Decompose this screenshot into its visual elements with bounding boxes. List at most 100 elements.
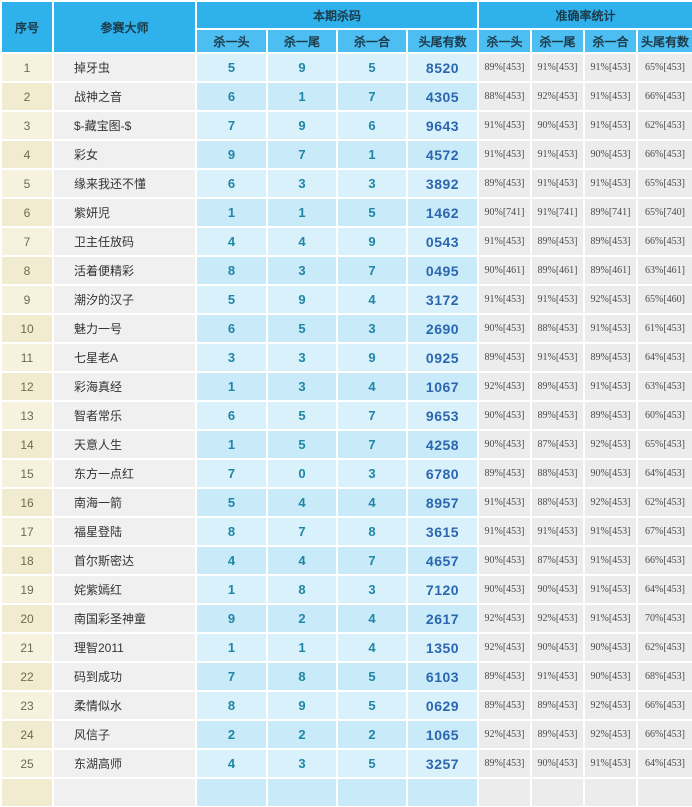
col-header-index: 序号: [2, 2, 52, 52]
kill-digit: 4: [197, 547, 266, 574]
kill-digit: 5: [338, 663, 406, 690]
kill-digit: 9: [338, 344, 406, 371]
accuracy-stat: 91%[741]: [532, 199, 583, 226]
accuracy-stat-partial: [585, 779, 636, 806]
kill-digit: 4: [338, 286, 406, 313]
col-subheader-kill-sum: 杀一合: [338, 30, 406, 52]
master-name: 活着便精彩: [54, 257, 195, 284]
row-index-partial: [2, 779, 52, 806]
accuracy-stat: 89%[453]: [585, 344, 636, 371]
accuracy-stat: 91%[453]: [532, 518, 583, 545]
row-index: 12: [2, 373, 52, 400]
master-name: 紫妍児: [54, 199, 195, 226]
master-name: 姹紫嫣红: [54, 576, 195, 603]
accuracy-stat: 89%[453]: [479, 692, 530, 719]
accuracy-stat: 89%[453]: [532, 228, 583, 255]
row-index: 10: [2, 315, 52, 342]
kill-digit: 1: [197, 431, 266, 458]
accuracy-stat: 90%[453]: [479, 402, 530, 429]
kill-digit: 7: [338, 431, 406, 458]
accuracy-stat: 89%[453]: [479, 460, 530, 487]
master-name: 彩海真经: [54, 373, 195, 400]
kill-digit: 2: [268, 721, 336, 748]
master-name: 缘来我还不懂: [54, 170, 195, 197]
accuracy-stat: 70%[453]: [638, 605, 692, 632]
accuracy-stat: 91%[453]: [479, 112, 530, 139]
kill-digit: 5: [338, 692, 406, 719]
headtail-number: 0629: [408, 692, 477, 719]
kill-digit: 6: [338, 112, 406, 139]
accuracy-stat: 89%[453]: [585, 228, 636, 255]
accuracy-stat: 62%[453]: [638, 112, 692, 139]
accuracy-stat: 90%[453]: [585, 141, 636, 168]
accuracy-stat: 64%[453]: [638, 344, 692, 371]
accuracy-stat: 64%[453]: [638, 460, 692, 487]
accuracy-stat: 92%[453]: [532, 83, 583, 110]
accuracy-stat: 91%[453]: [585, 373, 636, 400]
kill-digit: 9: [197, 605, 266, 632]
master-name: 七星老A: [54, 344, 195, 371]
kill-digit: 4: [197, 228, 266, 255]
accuracy-stat: 89%[453]: [479, 663, 530, 690]
col-header-master: 参赛大师: [54, 2, 195, 52]
accuracy-stat: 65%[460]: [638, 286, 692, 313]
accuracy-stat: 92%[453]: [479, 373, 530, 400]
accuracy-stat: 90%[453]: [585, 460, 636, 487]
master-name: 潮汐的汉子: [54, 286, 195, 313]
accuracy-stat: 90%[741]: [479, 199, 530, 226]
headtail-number: 1067: [408, 373, 477, 400]
headtail-number-partial: [408, 779, 477, 806]
col-subheader-kill-tail: 杀一尾: [268, 30, 336, 52]
row-index: 13: [2, 402, 52, 429]
accuracy-stat: 90%[453]: [532, 634, 583, 661]
accuracy-stat: 88%[453]: [479, 83, 530, 110]
accuracy-stat: 64%[453]: [638, 750, 692, 777]
kill-digit: 3: [268, 750, 336, 777]
accuracy-stat: 88%[453]: [532, 460, 583, 487]
col-subheader-acc-headtail-number: 头尾有数: [638, 30, 692, 52]
accuracy-stat: 88%[453]: [532, 489, 583, 516]
kill-digit: 4: [268, 547, 336, 574]
accuracy-stat: 63%[461]: [638, 257, 692, 284]
row-index: 4: [2, 141, 52, 168]
accuracy-stat: 65%[740]: [638, 199, 692, 226]
headtail-number: 3257: [408, 750, 477, 777]
headtail-number: 1462: [408, 199, 477, 226]
row-index: 22: [2, 663, 52, 690]
headtail-number: 3892: [408, 170, 477, 197]
kill-digit-partial: [268, 779, 336, 806]
kill-digit: 1: [338, 141, 406, 168]
accuracy-stat: 64%[453]: [638, 576, 692, 603]
accuracy-stat-partial: [479, 779, 530, 806]
master-name: 南海一箭: [54, 489, 195, 516]
headtail-number: 4572: [408, 141, 477, 168]
accuracy-stat: 91%[453]: [532, 344, 583, 371]
accuracy-stat: 89%[453]: [532, 373, 583, 400]
accuracy-stat: 89%[453]: [479, 170, 530, 197]
kill-digit: 0: [268, 460, 336, 487]
accuracy-stat: 91%[453]: [479, 518, 530, 545]
col-subheader-acc-kill-sum: 杀一合: [585, 30, 636, 52]
accuracy-stat: 90%[461]: [479, 257, 530, 284]
col-group-header-current-kill: 本期杀码: [197, 2, 477, 28]
kill-digit: 7: [338, 402, 406, 429]
row-index: 7: [2, 228, 52, 255]
kill-digit: 6: [197, 83, 266, 110]
kill-digit: 3: [268, 170, 336, 197]
headtail-number: 9653: [408, 402, 477, 429]
accuracy-stat: 89%[453]: [479, 54, 530, 81]
accuracy-stat: 89%[453]: [479, 750, 530, 777]
headtail-number: 4657: [408, 547, 477, 574]
kill-digit: 8: [197, 257, 266, 284]
master-name: 魅力一号: [54, 315, 195, 342]
row-index: 8: [2, 257, 52, 284]
row-index: 21: [2, 634, 52, 661]
row-index: 5: [2, 170, 52, 197]
kill-digit: 4: [268, 489, 336, 516]
accuracy-stat: 66%[453]: [638, 228, 692, 255]
master-name: 卫主任放码: [54, 228, 195, 255]
row-index: 6: [2, 199, 52, 226]
kill-digit: 9: [268, 54, 336, 81]
accuracy-stat: 89%[453]: [585, 402, 636, 429]
